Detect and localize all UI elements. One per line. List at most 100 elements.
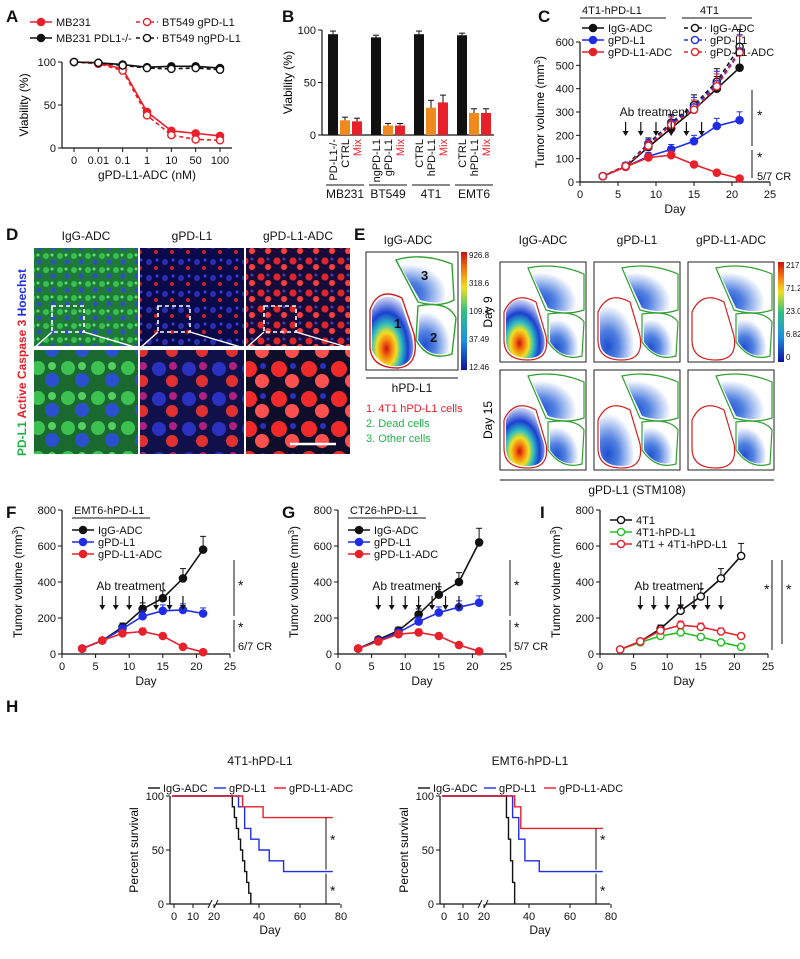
y-tick-label: 600 [38,541,56,553]
bar [414,34,424,136]
treatment-arrowhead [415,605,422,610]
treatment-arrowhead [650,605,657,610]
treatment-arrowhead [442,605,449,610]
flow-gate-1 [597,297,642,361]
legend-4t1-hpdl1-2: gPD-L1-ADC [608,47,672,59]
treatment-arrowhead [166,605,173,610]
km-curve-2 [442,795,603,830]
flow-column-label: IgG-ADC [519,233,568,247]
x-tick-label: 20 [478,911,490,923]
y-tick-label: 100 [146,791,164,803]
panel-g-chart: 0 200 400 600 800 0 5 10 15 20 25 Day Tumor volume (… [287,505,549,688]
data-point [712,168,722,177]
bar-label: Mix [481,139,493,157]
flow-gate-3 [527,373,585,422]
data-point [434,590,444,599]
colorbar-tick: 318.6 [469,279,490,288]
treatment-arrowhead [683,131,690,136]
y-tick-label: 500 [556,60,574,72]
y-tick-label: 100 [38,57,56,69]
flow-gate-2 [547,420,585,466]
data-point [454,640,464,650]
data-point [198,647,208,657]
data-point [689,105,699,114]
ab-treatment-label: Ab treatment [620,105,689,119]
data-point [716,638,726,647]
micrograph-zoom [246,350,350,454]
micrograph-top [246,248,350,346]
data-point [644,141,653,151]
flow-density-3 [530,268,582,311]
flow-density-2 [644,315,676,356]
legend-marker [36,17,46,27]
flow-gate-1 [597,405,642,469]
legend-marker [690,23,700,33]
data-point [178,642,188,652]
x-tick-label: 10 [123,661,135,673]
zoom-line [139,331,159,349]
series-line-0 [73,61,221,137]
panel-c-chart: 0 100 200 300 400 500 600 0 5 10 15 20 25 Day Tumor vo… [533,5,792,216]
x-tick-label: 0.01 [88,155,109,167]
x-tick-label: 25 [500,661,512,673]
data-point [191,63,200,73]
data-point [712,82,722,91]
micrograph-column-label: IgG-ADC [62,229,111,243]
legend-marker [616,539,626,549]
data-point [215,135,225,145]
x-tick-label: 15 [157,661,169,673]
zoom-line [189,331,245,349]
data-point [474,647,484,656]
treatment-arrowhead [698,131,705,136]
x-tick-label: 5 [93,661,99,673]
legend-mb231: MB231 [56,17,91,29]
x-tick-label: 0 [597,661,603,673]
legend-item: 4T1 [636,515,655,527]
flow-density-2 [644,423,676,464]
data-point [118,61,127,70]
treatment-arrowhead [677,605,684,610]
data-point [716,574,726,583]
panel-label-i: I [540,503,545,522]
legend-marker [588,47,598,57]
y-tick-label: 100 [416,791,434,803]
y-tick-label: 0 [158,899,164,911]
colorbar-tick: 37.49 [469,335,490,344]
zoom-line [83,331,139,349]
data-point [696,592,706,601]
x-tick-label: 15 [688,189,700,201]
legend-4t1-1: gPD-L1 [710,35,747,47]
x-axis-label: Day [529,923,550,937]
treatment-arrowhead [153,605,160,610]
y-axis-label: Tumor volume (mm3) [549,526,564,638]
y-tick-label: 50 [44,100,56,112]
flow-density-2 [550,423,582,464]
y-tick-label: 600 [314,541,332,553]
sig-star: * [757,107,763,123]
sig-star: * [600,882,606,898]
y-axis-label: Viability (%) [17,73,31,136]
flow-density-3 [718,268,770,311]
x-tick-label: 10 [650,189,662,201]
km-curve-0 [172,795,252,904]
channel-label: PD-L1 Active Caspase 3 Hoechst [15,269,29,456]
x-tick-label: 15 [433,661,445,673]
data-point [138,611,147,621]
group-title-4t1-hpdl1: 4T1-hPD-L1 [582,5,642,17]
km-legend-label: gPD-L1 [229,783,266,795]
bar-label: ngPD-L1 [371,139,383,182]
bar-label: PD-L1-/- [328,139,340,181]
data-point [158,606,168,616]
x-tick-label: 40 [253,911,265,923]
y-tick-label: 400 [314,577,332,589]
data-point [414,628,423,637]
gate-3 [394,256,455,306]
flow-density-2 [550,315,582,356]
panel-label-a: A [6,7,18,26]
bar-label: CTRL [457,139,469,168]
y-tick-label: 50 [304,78,316,90]
x-axis-label: gPD-L1-ADC (nM) [98,168,196,182]
bar [395,125,405,135]
x-tick-label: 20 [728,661,740,673]
legend-marker [616,515,626,525]
